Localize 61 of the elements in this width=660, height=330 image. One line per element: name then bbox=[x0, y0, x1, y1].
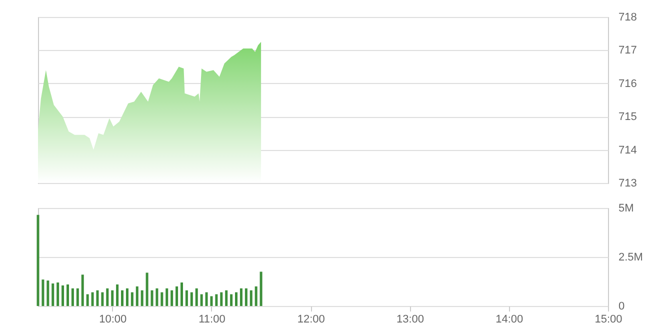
bar bbox=[130, 292, 134, 306]
bar bbox=[200, 294, 203, 306]
y-tick-label: 0 bbox=[618, 300, 625, 312]
bar bbox=[170, 290, 174, 306]
bar bbox=[150, 290, 154, 306]
bar bbox=[81, 274, 84, 306]
bar bbox=[56, 282, 60, 306]
bar bbox=[140, 290, 144, 306]
bar bbox=[121, 290, 124, 306]
x-tick-label: 12:00 bbox=[297, 314, 325, 326]
y-tick-label: 714 bbox=[618, 144, 637, 156]
bar bbox=[235, 292, 238, 306]
bar bbox=[254, 286, 258, 306]
bar bbox=[210, 296, 213, 306]
x-tick-label: 13:00 bbox=[396, 314, 424, 326]
bar bbox=[160, 292, 164, 306]
bar bbox=[225, 290, 228, 306]
bar bbox=[36, 214, 40, 306]
bar bbox=[240, 288, 242, 306]
y-tick-label: 717 bbox=[618, 44, 637, 57]
bar bbox=[86, 294, 89, 306]
x-tick-label: 14:00 bbox=[496, 314, 524, 326]
bar bbox=[156, 288, 158, 306]
bar bbox=[52, 283, 54, 306]
bar bbox=[96, 290, 99, 306]
bar bbox=[91, 292, 94, 306]
bar bbox=[46, 280, 50, 306]
bar bbox=[101, 292, 104, 306]
bar bbox=[195, 288, 198, 306]
y-tick-label: 2.5M bbox=[618, 252, 643, 264]
bar bbox=[250, 290, 252, 306]
y-tick-label: 718 bbox=[618, 12, 637, 24]
bar bbox=[230, 294, 233, 306]
bar bbox=[116, 284, 119, 306]
bar bbox=[106, 288, 109, 306]
bar bbox=[220, 292, 223, 306]
bar bbox=[260, 272, 262, 306]
y-tick-label: 715 bbox=[618, 111, 637, 124]
y-tick-label: 5M bbox=[618, 202, 634, 214]
bar bbox=[126, 288, 128, 306]
bar bbox=[180, 282, 183, 306]
bar bbox=[166, 288, 168, 306]
bar bbox=[42, 280, 44, 306]
bar bbox=[62, 285, 64, 306]
bar bbox=[66, 284, 69, 306]
bar bbox=[111, 290, 114, 306]
x-tick-label: 10:00 bbox=[99, 314, 127, 326]
bar bbox=[244, 288, 248, 306]
bar bbox=[185, 290, 188, 306]
bar bbox=[146, 272, 148, 306]
bar bbox=[176, 286, 178, 306]
x-tick-label: 11:00 bbox=[198, 314, 226, 326]
bar bbox=[136, 286, 138, 306]
bar bbox=[205, 292, 208, 306]
bar bbox=[215, 294, 218, 306]
y-tick-label: 716 bbox=[618, 78, 637, 90]
x-tick-label: 15:00 bbox=[594, 314, 622, 326]
bar bbox=[76, 288, 79, 306]
bar bbox=[71, 288, 74, 306]
y-tick-label: 713 bbox=[618, 178, 637, 190]
bar bbox=[190, 292, 193, 306]
